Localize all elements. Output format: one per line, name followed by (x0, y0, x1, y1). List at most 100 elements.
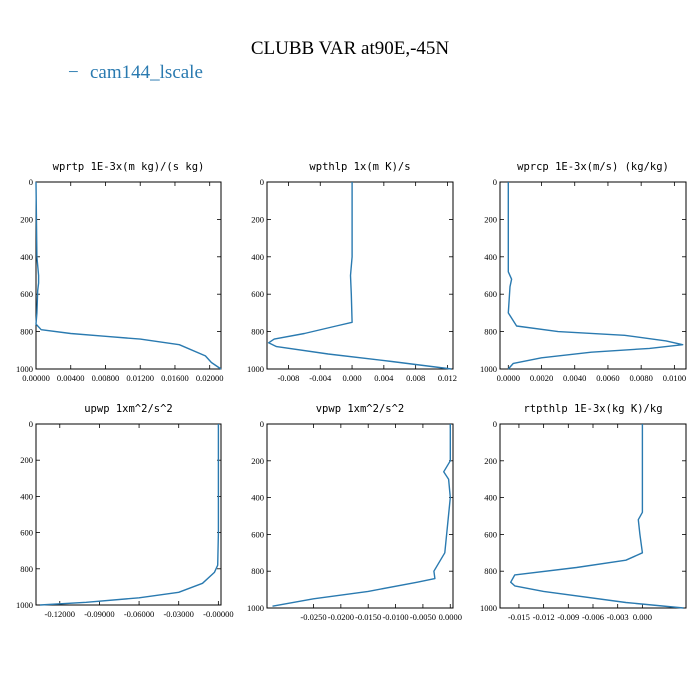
x-tick-label: -0.004 (309, 373, 332, 383)
x-tick-label: 0.0080 (629, 373, 652, 383)
panel-title: wprtp 1E-3x(m kg)/(s kg) (53, 161, 205, 173)
y-tick-label: 0 (493, 177, 497, 187)
y-tick-label: 600 (20, 528, 33, 538)
panel-title: wprcp 1E-3x(m/s) (kg/kg) (517, 161, 669, 173)
x-tick-label: -0.00000 (203, 609, 233, 619)
x-tick-label: -0.0200 (328, 612, 354, 622)
x-tick-label: -0.03000 (163, 609, 193, 619)
series-line-1 (510, 424, 684, 609)
y-tick-label: 1000 (480, 364, 497, 374)
y-tick-label: 200 (20, 455, 33, 465)
x-tick-label: 0.00000 (22, 373, 50, 383)
series-line-1 (35, 181, 222, 370)
y-tick-label: 400 (251, 493, 264, 503)
x-tick-label: 0.02000 (196, 373, 224, 383)
y-tick-label: 400 (484, 493, 497, 503)
y-tick-label: 800 (484, 566, 497, 576)
y-tick-label: 400 (484, 252, 497, 262)
x-tick-label: -0.06000 (124, 609, 154, 619)
y-tick-label: 1000 (247, 364, 264, 374)
y-tick-label: 200 (484, 456, 497, 466)
x-tick-label: 0.0000 (497, 373, 520, 383)
x-tick-label: -0.0050 (410, 612, 436, 622)
panel-title: wpthlp 1x(m K)/s (309, 161, 410, 173)
x-tick-label: 0.0100 (663, 373, 686, 383)
y-tick-label: 800 (20, 564, 33, 574)
chart-panel-1: wprtp 1E-3x(m kg)/(s kg) 0 200 400 600 800 100… (16, 161, 224, 383)
plot-frame (499, 423, 687, 609)
x-tick-label: -0.0150 (355, 612, 381, 622)
x-tick-label: -0.012 (533, 612, 555, 622)
y-tick-label: 600 (484, 289, 497, 299)
x-tick-label: 0.000 (342, 373, 361, 383)
y-tick-label: 0 (260, 419, 264, 429)
y-tick-label: 400 (251, 252, 264, 262)
x-tick-label: 0.0000 (439, 612, 462, 622)
x-tick-label: -0.006 (582, 612, 604, 622)
x-tick-label: -0.0100 (382, 612, 408, 622)
y-tick-label: 1000 (16, 364, 33, 374)
x-tick-label: 0.0020 (530, 373, 553, 383)
y-tick-label: 800 (20, 327, 33, 337)
y-tick-label: 400 (20, 252, 33, 262)
x-tick-label: -0.009 (557, 612, 579, 622)
y-tick-label: 1000 (480, 603, 497, 613)
x-tick-label: 0.0060 (596, 373, 619, 383)
plot-frame (499, 181, 687, 370)
series-line-1 (507, 182, 684, 370)
legend-label: cam144_lscale (90, 62, 203, 83)
legend: − cam144_lscale (68, 62, 203, 83)
panel-title: upwp 1xm^2/s^2 (84, 403, 173, 415)
x-tick-label: -0.003 (607, 612, 629, 622)
y-tick-label: 600 (20, 289, 33, 299)
series-line-1 (267, 182, 452, 370)
x-tick-label: 0.000 (633, 612, 652, 622)
x-tick-label: 0.004 (374, 373, 394, 383)
x-tick-label: -0.015 (508, 612, 530, 622)
x-tick-label: 0.0040 (563, 373, 586, 383)
x-tick-label: 0.00800 (92, 373, 120, 383)
plot-frame (266, 181, 454, 370)
x-tick-label: 0.008 (406, 373, 425, 383)
panel-title: vpwp 1xm^2/s^2 (316, 403, 405, 415)
y-tick-label: 0 (260, 177, 264, 187)
y-tick-label: 600 (251, 529, 264, 539)
panel-title: rtpthlp 1E-3x(kg K)/kg (523, 403, 662, 415)
plot-frame (266, 423, 454, 609)
y-tick-label: 200 (251, 214, 264, 224)
y-tick-label: 400 (20, 491, 33, 501)
chart-panel-6: rtpthlp 1E-3x(kg K)/kg 0 200 400 600 800 1000 -… (480, 403, 687, 622)
x-tick-label: 0.01200 (126, 373, 154, 383)
y-tick-label: 800 (251, 566, 264, 576)
figure-title: CLUBB VAR at90E,-45N (251, 38, 450, 59)
x-tick-label: -0.09000 (84, 609, 114, 619)
y-tick-label: 0 (29, 419, 33, 429)
chart-panel-3: wprcp 1E-3x(m/s) (kg/kg) 0 200 400 600 800 100… (480, 161, 687, 383)
x-tick-label: 0.01600 (161, 373, 189, 383)
plot-frame (35, 423, 222, 606)
y-tick-label: 200 (20, 214, 33, 224)
x-tick-label: -0.12000 (45, 609, 75, 619)
y-tick-label: 800 (251, 327, 264, 337)
y-tick-label: 200 (484, 214, 497, 224)
chart-panel-2: wpthlp 1x(m K)/s 0 200 400 600 800 1000 -0.008-… (247, 161, 457, 383)
y-tick-label: 600 (484, 529, 497, 539)
legend-marker: − (68, 62, 79, 83)
x-tick-label: -0.0250 (300, 612, 326, 622)
series-line-1 (272, 424, 451, 607)
y-tick-label: 200 (251, 456, 264, 466)
y-tick-label: 0 (29, 177, 33, 187)
y-tick-label: 800 (484, 327, 497, 337)
x-tick-label: 0.00400 (57, 373, 85, 383)
x-tick-label: -0.008 (277, 373, 299, 383)
series-line-1 (39, 424, 220, 606)
plot-frame (35, 181, 222, 370)
y-tick-label: 0 (493, 419, 497, 429)
panel-grid: wprtp 1E-3x(m kg)/(s kg) 0 200 400 600 800 100… (16, 161, 687, 622)
x-tick-label: 0.012 (438, 373, 457, 383)
y-tick-label: 1000 (16, 600, 33, 610)
y-tick-label: 600 (251, 289, 264, 299)
chart-panel-4: upwp 1xm^2/s^202004006008001000-0.12000-… (16, 403, 234, 619)
